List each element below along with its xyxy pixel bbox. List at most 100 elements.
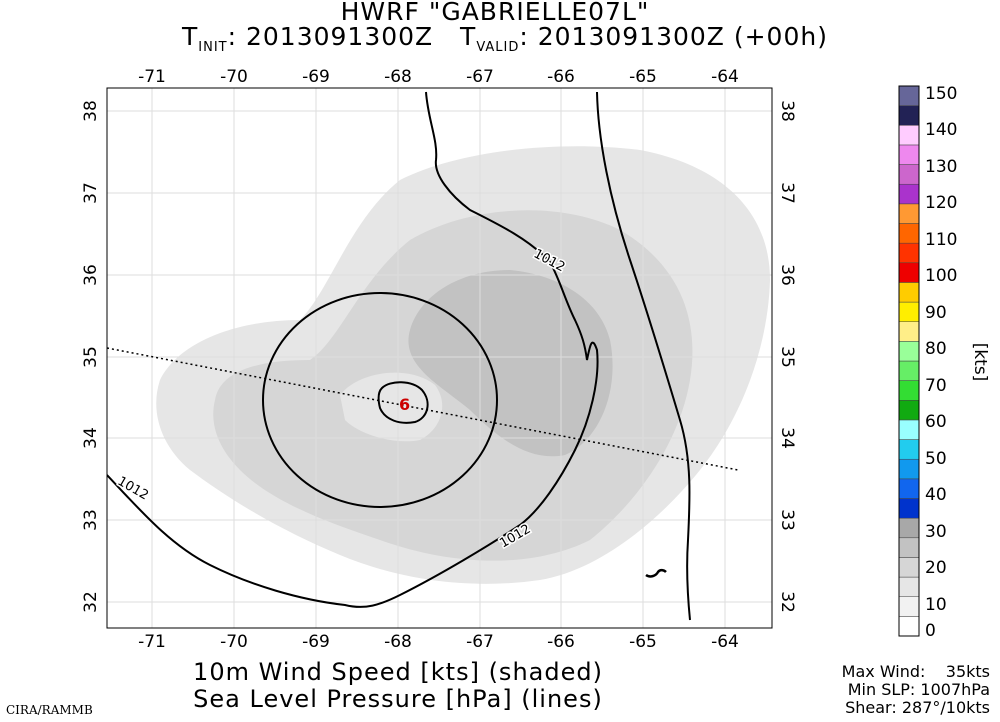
storm-stats: Max Wind: 35kts Min SLP: 1007hPa Shear: …: [842, 663, 990, 717]
colorbar-segment: [898, 419, 920, 440]
lat-ticks-right: 38 37 36 35 34 33 32: [777, 100, 797, 613]
colorbar-segment: [898, 458, 920, 480]
lat-tick: 36: [81, 264, 101, 286]
colorbar-segment: [898, 164, 920, 185]
lon-tick: -69: [302, 632, 330, 652]
colorbar-unit: [kts]: [970, 343, 990, 382]
plot-area: 1012 1012 1012 6: [107, 88, 772, 628]
valid-label: T: [460, 22, 477, 51]
colorbar-segment: [898, 498, 920, 519]
colorbar-label: 80: [925, 339, 947, 359]
cross-section-line: [107, 347, 739, 471]
plot-frame: [106, 87, 773, 629]
colorbar-segment: [898, 144, 920, 165]
lon-ticks-top: -71 -70 -69 -68 -67 -66 -65 -64: [138, 67, 739, 87]
lat-tick: 33: [81, 509, 101, 531]
isobar-1010: [262, 292, 498, 508]
colorbar-label: 40: [925, 485, 947, 505]
colorbar-label: 0: [925, 621, 936, 641]
colorbar-segment: [898, 439, 920, 460]
colorbar-segment: [898, 242, 920, 264]
colorbar-segment: [898, 596, 920, 617]
valid-sub: VALID: [476, 40, 520, 55]
lat-tick: 32: [81, 591, 101, 613]
lat-tick: 37: [777, 182, 797, 204]
lon-tick: -67: [466, 632, 494, 652]
colorbar-segment: [898, 282, 920, 303]
colorbar-label: 130: [925, 157, 957, 177]
chart-title: HWRF "GABRIELLE07L": [340, 0, 650, 26]
max-wind: Max Wind: 35kts: [841, 662, 990, 681]
colorbar-segment: [898, 341, 920, 362]
colorbar-label: 20: [925, 558, 947, 578]
colorbar-segment: [898, 380, 920, 401]
storm-symbol: 6: [399, 395, 410, 414]
colorbar-label: 120: [925, 193, 957, 213]
lat-tick: 38: [777, 100, 797, 122]
init-sub: INIT: [198, 40, 228, 55]
lon-tick: -70: [220, 632, 248, 652]
colorbar-segment: [898, 183, 920, 205]
lon-tick: -64: [711, 632, 739, 652]
lat-tick: 36: [777, 264, 797, 286]
wind-shade-dark: [408, 270, 613, 457]
lon-tick: -66: [547, 67, 575, 87]
isobar-east: [596, 91, 691, 621]
lon-tick: -66: [547, 632, 575, 652]
lon-tick: -68: [384, 632, 412, 652]
colorbar-segment: [898, 537, 920, 558]
colorbar-label: 30: [925, 522, 947, 542]
colorbar-segment: [898, 223, 920, 244]
colorbar-label: 90: [925, 303, 947, 323]
time-info: TINIT: 2013091300Z TVALID: 2013091300Z (…: [5, 22, 1000, 55]
colorbar-label: 100: [925, 266, 957, 286]
colorbar-label: 50: [925, 449, 947, 469]
map-grid: [107, 88, 772, 628]
init-time: : 2013091300Z: [227, 22, 434, 51]
lon-tick: -71: [138, 67, 166, 87]
valid-time: : 2013091300Z (+00h): [519, 22, 828, 51]
colorbar-segment: [898, 478, 920, 499]
colorbar-labels: 150 140 130 120 110 100 90 80 70 60 50 4…: [925, 84, 957, 641]
colorbar-segment: [898, 616, 920, 637]
colorbar-label: 140: [925, 120, 957, 140]
small-island: [645, 568, 667, 578]
colorbar-segment: [898, 125, 920, 146]
lon-ticks-bottom: -71 -70 -69 -68 -67 -66 -65 -64: [138, 632, 739, 652]
lon-tick: -65: [629, 67, 657, 87]
colorbar-segment: [898, 517, 920, 539]
lat-tick: 34: [777, 427, 797, 449]
lon-tick: -67: [466, 67, 494, 87]
footer-wind-label: 10m Wind Speed [kts] (shaded): [193, 658, 603, 686]
colorbar-segment: [898, 105, 920, 126]
colorbar-label: 60: [925, 412, 947, 432]
lon-tick: -70: [220, 67, 248, 87]
colorbar-segment: [898, 557, 920, 578]
colorbar-segment: [898, 400, 920, 421]
colorbar-label: 70: [925, 376, 947, 396]
lat-tick: 35: [81, 346, 101, 368]
lat-tick: 32: [777, 591, 797, 613]
wind-shade-eye: [340, 372, 443, 442]
isobar-1012-north: [107, 91, 599, 608]
colorbar-segment: [898, 360, 920, 381]
lon-tick: -64: [711, 67, 739, 87]
colorbar-segment: [898, 301, 920, 322]
lon-tick: -65: [629, 632, 657, 652]
colorbar-frame: [898, 85, 920, 637]
footer-slp-label: Sea Level Pressure [hPa] (lines): [193, 685, 603, 713]
shear: Shear: 287°/10kts: [845, 698, 990, 717]
lon-tick: -68: [384, 67, 412, 87]
lat-tick: 35: [777, 346, 797, 368]
lon-tick: -71: [138, 632, 166, 652]
lat-tick: 33: [777, 509, 797, 531]
colorbar-label: 150: [925, 84, 957, 104]
lat-ticks-left: 38 37 36 35 34 33 32: [81, 100, 101, 613]
lat-tick: 38: [81, 100, 101, 122]
lon-tick: -69: [302, 67, 330, 87]
colorbar: [898, 85, 920, 637]
colorbar-label: 110: [925, 230, 957, 250]
colorbar-segment: [898, 85, 920, 106]
colorbar-segment: [898, 262, 920, 283]
